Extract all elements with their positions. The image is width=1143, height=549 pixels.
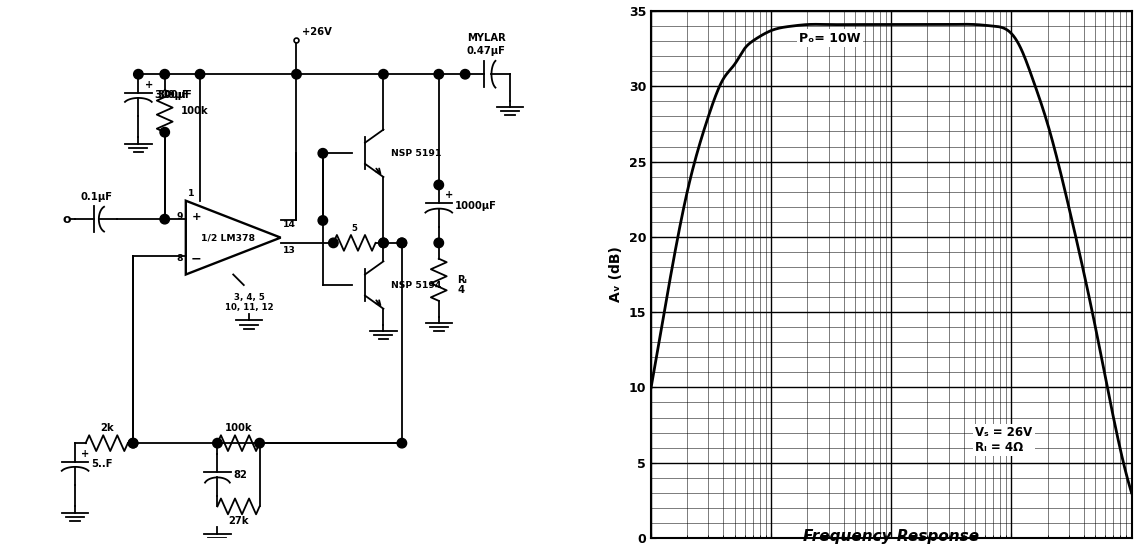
Text: 14: 14 xyxy=(283,220,296,229)
Text: +: + xyxy=(145,80,153,90)
Text: +: + xyxy=(81,449,89,459)
Circle shape xyxy=(434,180,443,189)
Text: 82: 82 xyxy=(233,470,247,480)
Text: 100k: 100k xyxy=(225,423,253,433)
Circle shape xyxy=(434,70,443,79)
Text: MYLAR: MYLAR xyxy=(466,32,505,43)
Text: 5: 5 xyxy=(352,223,358,233)
Text: NSP 5194: NSP 5194 xyxy=(391,281,441,289)
Text: 100k: 100k xyxy=(181,106,208,116)
Circle shape xyxy=(195,70,205,79)
Text: −: − xyxy=(191,252,201,265)
Circle shape xyxy=(134,70,143,79)
Circle shape xyxy=(160,127,169,137)
Circle shape xyxy=(128,439,138,448)
Circle shape xyxy=(378,238,389,248)
Circle shape xyxy=(255,439,264,448)
Circle shape xyxy=(160,70,169,79)
Text: Vₛ = 26V
Rₗ = 4Ω: Vₛ = 26V Rₗ = 4Ω xyxy=(975,426,1032,454)
Circle shape xyxy=(434,238,443,248)
Circle shape xyxy=(397,439,407,448)
Circle shape xyxy=(213,439,222,448)
Text: 27k: 27k xyxy=(229,516,249,526)
Text: 300μF: 300μF xyxy=(154,90,189,100)
Text: Frequency Response: Frequency Response xyxy=(804,529,980,544)
Text: 0.47μF: 0.47μF xyxy=(466,46,505,56)
Circle shape xyxy=(160,215,169,224)
Text: NSP 5191: NSP 5191 xyxy=(391,149,441,158)
Circle shape xyxy=(378,70,389,79)
Circle shape xyxy=(318,216,328,225)
Text: 13: 13 xyxy=(283,247,296,255)
Text: 8: 8 xyxy=(177,254,183,263)
Text: o: o xyxy=(63,212,72,226)
Text: Rₗ: Rₗ xyxy=(457,274,467,285)
Text: 1/2 LM378: 1/2 LM378 xyxy=(201,233,255,242)
Text: +: + xyxy=(445,191,454,200)
Text: 3, 4, 5: 3, 4, 5 xyxy=(233,293,264,302)
Text: +26V: +26V xyxy=(302,27,331,37)
Circle shape xyxy=(128,439,138,448)
Text: 9: 9 xyxy=(177,212,183,221)
Text: 1: 1 xyxy=(187,189,194,198)
Text: 1000μF: 1000μF xyxy=(455,201,496,211)
Text: 4: 4 xyxy=(457,285,464,295)
Text: Pₒ= 10W: Pₒ= 10W xyxy=(799,32,861,44)
Circle shape xyxy=(318,149,328,158)
Text: 5..F: 5..F xyxy=(91,459,112,469)
Text: +: + xyxy=(192,211,201,222)
Text: 2k: 2k xyxy=(99,423,113,433)
Circle shape xyxy=(397,238,407,248)
Text: 300μF: 300μF xyxy=(157,90,192,100)
Circle shape xyxy=(378,238,389,248)
Text: 0.1μF: 0.1μF xyxy=(80,192,112,202)
Circle shape xyxy=(397,238,407,248)
Circle shape xyxy=(329,238,338,248)
Circle shape xyxy=(291,70,302,79)
Text: 10, 11, 12: 10, 11, 12 xyxy=(225,304,273,312)
Circle shape xyxy=(461,70,470,79)
Y-axis label: Aᵥ (dB): Aᵥ (dB) xyxy=(609,247,623,302)
